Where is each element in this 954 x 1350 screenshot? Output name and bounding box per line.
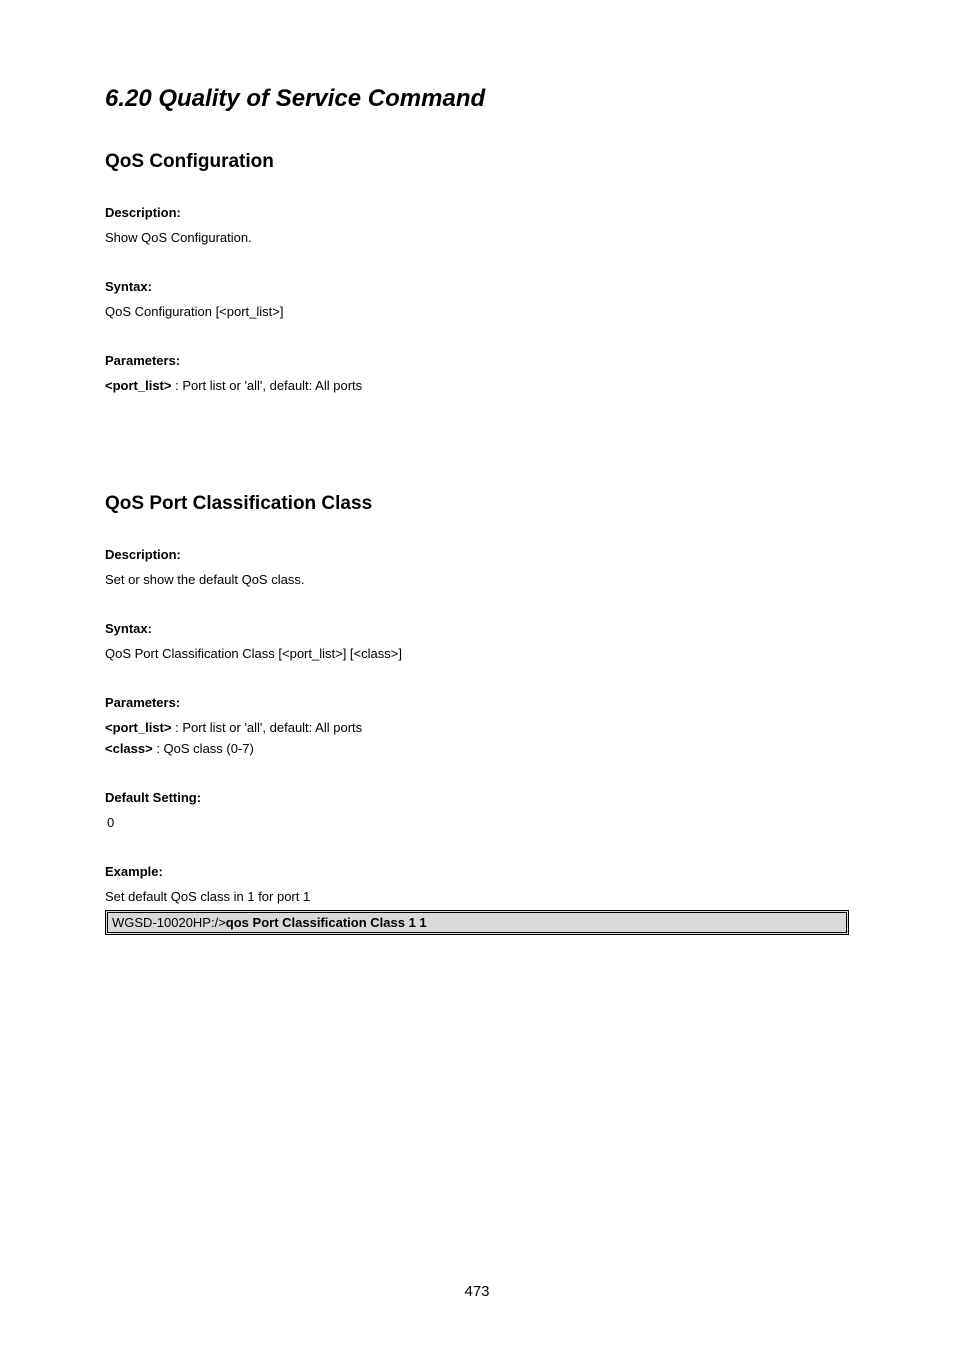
default-setting-value: 0 bbox=[107, 815, 849, 830]
example-label: Example: bbox=[105, 864, 849, 879]
parameter-name: <port_list> bbox=[105, 378, 171, 393]
example-text: Set default QoS class in 1 for port 1 bbox=[105, 889, 849, 904]
command-heading-qos-configuration: QoS Configuration bbox=[105, 151, 849, 173]
parameter-name: <port_list> bbox=[105, 720, 171, 735]
description-label: Description: bbox=[105, 205, 849, 220]
terminal-command: qos Port Classification Class 1 1 bbox=[226, 915, 427, 930]
chapter-heading: 6.20 Quality of Service Command bbox=[105, 85, 849, 113]
parameter-desc: : QoS class (0-7) bbox=[156, 741, 254, 756]
syntax-label: Syntax: bbox=[105, 621, 849, 636]
page-number: 473 bbox=[0, 1283, 954, 1300]
command-heading-qos-port-classification-class: QoS Port Classification Class bbox=[105, 493, 849, 515]
default-setting-label: Default Setting: bbox=[105, 790, 849, 805]
parameter-line: <port_list> : Port list or 'all', defaul… bbox=[105, 378, 849, 393]
description-text: Show QoS Configuration. bbox=[105, 230, 849, 245]
terminal-box: WGSD-10020HP:/>qos Port Classification C… bbox=[105, 910, 849, 935]
syntax-label: Syntax: bbox=[105, 279, 849, 294]
syntax-text: QoS Configuration [<port_list>] bbox=[105, 304, 849, 319]
parameter-line: <port_list> : Port list or 'all', defaul… bbox=[105, 720, 849, 735]
description-label: Description: bbox=[105, 547, 849, 562]
parameter-line: <class> : QoS class (0-7) bbox=[105, 741, 849, 756]
description-text: Set or show the default QoS class. bbox=[105, 572, 849, 587]
parameters-block: <port_list> : Port list or 'all', defaul… bbox=[105, 378, 849, 393]
page-container: 6.20 Quality of Service Command QoS Conf… bbox=[0, 0, 954, 1350]
terminal-prompt: WGSD-10020HP:/> bbox=[112, 915, 226, 930]
parameters-label: Parameters: bbox=[105, 353, 849, 368]
section-gap bbox=[105, 427, 849, 493]
parameters-block: <port_list> : Port list or 'all', defaul… bbox=[105, 720, 849, 756]
parameter-desc: : Port list or 'all', default: All ports bbox=[175, 720, 362, 735]
syntax-text: QoS Port Classification Class [<port_lis… bbox=[105, 646, 849, 661]
parameter-name: <class> bbox=[105, 741, 156, 756]
parameter-desc: : Port list or 'all', default: All ports bbox=[175, 378, 362, 393]
parameters-label: Parameters: bbox=[105, 695, 849, 710]
